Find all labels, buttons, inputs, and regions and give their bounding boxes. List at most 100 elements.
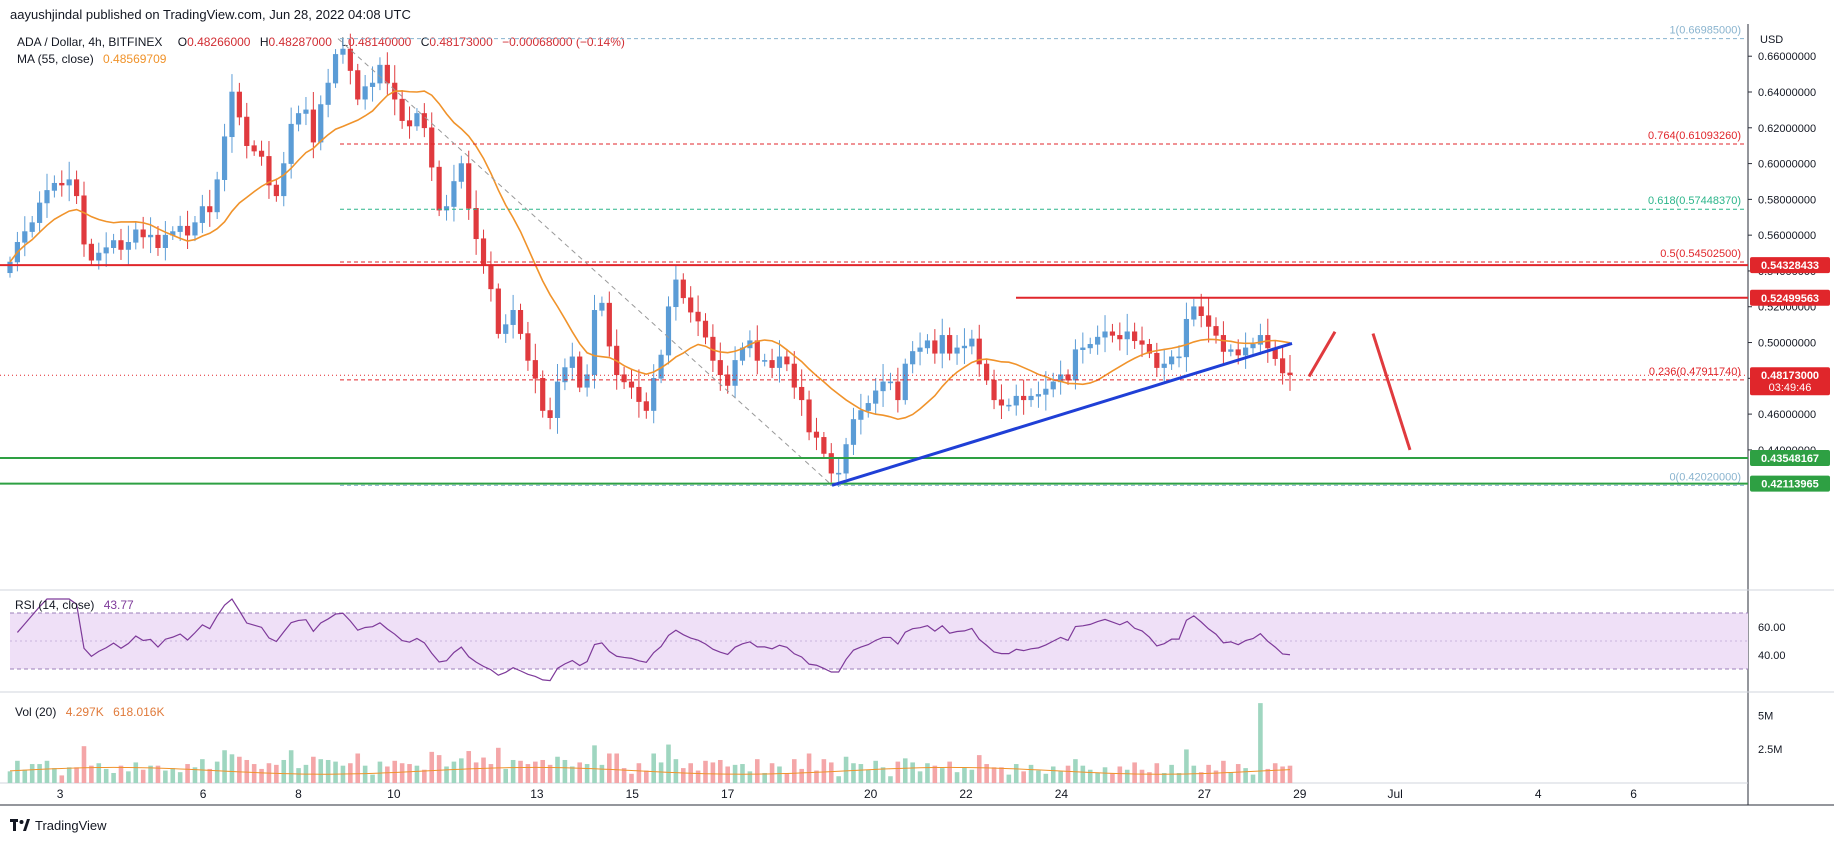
volume-bar (747, 771, 753, 783)
candle-body (1176, 356, 1182, 359)
candle-body (1139, 340, 1145, 345)
candle-body (799, 386, 805, 401)
candle-body (303, 109, 309, 114)
candle-body (1280, 358, 1286, 374)
price-axis-badge-text: 0.54328433 (1761, 260, 1819, 272)
candle-body (577, 356, 583, 388)
price-axis-badge (1750, 289, 1830, 306)
volume-bar (969, 769, 975, 783)
volume-bar (333, 761, 338, 783)
price-axis-badge (1750, 449, 1830, 466)
volume-bar (777, 766, 782, 783)
candle-body (954, 347, 960, 354)
symbol-title[interactable]: ADA / Dollar, 4h, BITFINEX (17, 35, 163, 49)
candle-body (495, 288, 501, 334)
candle-body (488, 265, 494, 290)
volume-bar (1110, 772, 1115, 783)
author-name[interactable]: aayushjindal (10, 7, 83, 22)
time-axis-tick-label: 15 (626, 787, 640, 801)
candle-body (310, 109, 316, 143)
candle-body (406, 120, 413, 127)
candle-body (688, 297, 694, 313)
brand-name[interactable]: TradingView (35, 818, 107, 833)
volume-bar (140, 769, 146, 783)
candle-body (1124, 331, 1130, 340)
candle-body (762, 360, 768, 362)
candle-body (510, 310, 516, 325)
volume-bar (518, 760, 523, 783)
candle-body (451, 181, 457, 207)
volume-axis-tick-label: 5M (1758, 710, 1773, 722)
high-value: 0.48287000 (268, 35, 332, 49)
candle-body (429, 127, 435, 168)
time-axis-tick-label: 4 (1535, 787, 1542, 801)
volume-bar (562, 759, 568, 783)
candle-body (828, 453, 834, 474)
candle-body (295, 113, 302, 125)
volume-bar (932, 765, 938, 783)
volume-bar (865, 769, 871, 783)
candle-body (621, 374, 627, 383)
volume-bar (1139, 769, 1145, 783)
candle-body (1213, 326, 1219, 336)
candle-body (1050, 381, 1056, 390)
ma-label[interactable]: MA (55, close) (17, 52, 94, 66)
candle-body (599, 302, 605, 311)
candle-body (998, 399, 1005, 406)
candle-body (1006, 404, 1012, 407)
candle-body (887, 381, 894, 384)
fib-level-label: 1(0.66985000) (1669, 25, 1741, 37)
volume-bar (192, 767, 198, 783)
candle-body (7, 261, 13, 274)
candle-body (836, 472, 842, 475)
candle-body (266, 156, 272, 186)
candle-body (991, 379, 997, 401)
candle-body (355, 70, 361, 100)
rsi-band (10, 613, 1748, 669)
volume-bar (74, 767, 79, 783)
candle-body (37, 202, 43, 223)
time-axis-tick-label: 6 (200, 787, 207, 801)
fib-level-label: 0.5(0.54502500) (1660, 248, 1741, 260)
volume-bar (163, 770, 168, 783)
vol-label[interactable]: Vol (20) (15, 705, 57, 719)
price-axis-badge (1750, 257, 1830, 274)
volume-bar (555, 756, 560, 783)
candle-body (103, 247, 109, 254)
volume-bar (1073, 759, 1078, 783)
volume-bar (540, 759, 546, 783)
candle-body (1161, 363, 1167, 368)
candle-body (118, 240, 124, 250)
candle-body (917, 347, 923, 352)
volume-bar (902, 758, 908, 783)
candle-body (1080, 347, 1086, 350)
open-label: O (177, 35, 188, 49)
volume-bar (703, 760, 708, 783)
candle-body (1183, 318, 1190, 358)
time-axis-tick-label: 22 (959, 787, 973, 801)
countdown-label: 03:49:46 (1769, 382, 1812, 394)
volume-bar (59, 775, 65, 783)
volume-bar (681, 768, 686, 783)
volume-bar (991, 767, 997, 783)
candle-body (554, 381, 561, 418)
volume-bar (1132, 762, 1137, 783)
volume-bar (644, 770, 649, 783)
candle-body (140, 229, 146, 238)
candle-body (1087, 344, 1093, 349)
candle-body (184, 225, 191, 236)
candle-body (628, 381, 635, 388)
volume-bar (570, 766, 575, 783)
volume-bar (473, 762, 479, 783)
candle-body (1109, 331, 1116, 336)
candle-body (821, 437, 827, 454)
candle-body (651, 378, 657, 411)
price-axis-badge (1750, 367, 1830, 396)
rsi-label[interactable]: RSI (14, close) (15, 598, 95, 612)
candle-body (1035, 394, 1042, 397)
candle-body (525, 333, 531, 361)
volume-bar (769, 763, 775, 783)
volume-axis-tick-label: 2.5M (1758, 744, 1782, 756)
volume-bar (422, 769, 427, 783)
